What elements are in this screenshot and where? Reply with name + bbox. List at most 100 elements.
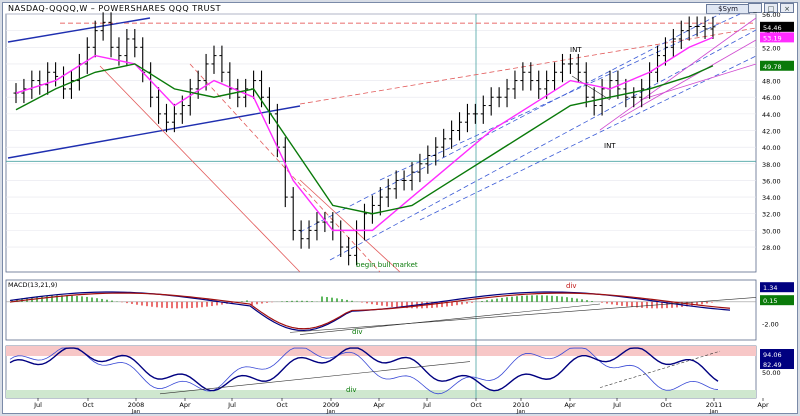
price-bar	[575, 53, 581, 83]
trendline-red-ch3	[299, 179, 401, 273]
price-bar	[552, 62, 558, 91]
x-tick-label: Oct	[276, 401, 288, 409]
macd-signal-line	[9, 292, 731, 330]
x-tick-label: Jul	[422, 401, 431, 409]
price-bar	[480, 95, 486, 124]
price-bar	[472, 103, 478, 124]
price-bar	[425, 145, 431, 174]
x-tick-sublabel: Jan	[709, 409, 719, 415]
price-value-tag-label: 53.19	[763, 34, 782, 42]
price-bar	[599, 78, 605, 116]
price-bar	[171, 103, 177, 133]
macd-trendline-2	[299, 303, 601, 335]
annotation-int-top: INT	[570, 46, 582, 54]
osc-value-tag-label: 94.06	[763, 351, 782, 359]
price-bar	[488, 87, 494, 116]
price-bar	[544, 70, 550, 99]
x-tick-label: Jul	[33, 401, 42, 409]
oscillator-slow-line	[9, 347, 719, 392]
close-button[interactable]: ×	[780, 3, 794, 13]
x-tick-label: Jul	[612, 401, 621, 409]
price-bar	[306, 220, 312, 249]
price-tick-label: 52.00	[762, 44, 781, 52]
x-tick-label: 2011	[706, 401, 723, 409]
maximize-button[interactable]: □	[764, 3, 778, 13]
price-tick-label: 42.00	[762, 128, 781, 136]
price-tick-label: 56.00	[762, 11, 781, 19]
price-bar	[401, 170, 407, 191]
annotation-int-bottom: INT	[604, 142, 616, 150]
price-bar	[559, 53, 565, 83]
price-bar	[583, 62, 589, 108]
price-bar	[211, 45, 217, 74]
macd-trendline	[289, 297, 757, 333]
x-tick-label: 2008	[128, 401, 145, 409]
price-bar	[504, 78, 510, 108]
price-tick-label: 48.00	[762, 78, 781, 86]
window-controls: _ □ ×	[748, 3, 794, 13]
price-bar	[591, 87, 597, 116]
x-tick-sublabel: Jan	[131, 409, 141, 415]
x-tick-label: Jul	[227, 401, 236, 409]
trendline-blue-ch3	[379, 13, 741, 181]
price-bar	[449, 120, 455, 149]
macd-value-tag	[760, 295, 794, 306]
price-bar	[108, 12, 114, 58]
trendline-blue2	[7, 105, 301, 159]
price-value-tag	[760, 21, 794, 32]
price-value-tag-label: 54.46	[763, 24, 782, 32]
price-bar	[512, 70, 518, 99]
moving-average-slow	[15, 63, 714, 215]
price-bar	[528, 62, 534, 91]
osc-trendline-2	[599, 350, 721, 388]
trendline-blue-ch2	[329, 29, 757, 261]
x-tick-label: Apr	[757, 401, 769, 409]
annotation-macd-div-top: div	[566, 282, 577, 290]
price-value-tag	[760, 32, 794, 43]
price-bar	[710, 16, 716, 39]
x-tick-label: 2009	[323, 401, 340, 409]
price-bar	[290, 187, 296, 241]
x-tick-label: Oct	[660, 401, 672, 409]
annotation-osc-div: div	[346, 386, 357, 394]
price-bar	[243, 78, 249, 108]
x-tick-sublabel: Jan	[326, 409, 336, 415]
trendline-red-ch1	[99, 65, 301, 273]
osc-trendline	[159, 361, 471, 395]
x-tick-label: Oct	[82, 401, 94, 409]
trendline-pink-ch3	[639, 63, 757, 101]
price-tick-label: 38.00	[762, 161, 781, 169]
price-bar	[187, 78, 193, 116]
x-tick-label: 2010	[513, 401, 530, 409]
osc-value-tag-label: 82.49	[763, 361, 782, 369]
price-bar	[84, 37, 90, 74]
price-bar	[678, 20, 684, 49]
annotation-macd-div-bottom: div	[352, 328, 363, 336]
price-bar	[441, 128, 447, 158]
price-bar	[298, 220, 304, 249]
price-value-tag-label: 49.78	[763, 63, 782, 71]
price-tick-label: 40.00	[762, 144, 781, 152]
x-tick-label: Apr	[564, 401, 576, 409]
price-tick-label: 32.00	[762, 211, 781, 219]
price-bar	[457, 112, 463, 141]
price-bar	[623, 78, 629, 108]
trendline-blue-ch1	[299, 13, 721, 233]
price-bar	[567, 53, 573, 74]
price-bar	[314, 212, 320, 241]
price-bar	[639, 78, 645, 108]
price-bar	[662, 37, 668, 66]
price-tick-label: 34.00	[762, 194, 781, 202]
price-bar	[235, 78, 241, 108]
price-bar	[203, 53, 209, 91]
price-bar	[68, 70, 74, 99]
price-tick-label: 28.00	[762, 244, 781, 252]
minimize-button[interactable]: _	[748, 3, 762, 13]
oversold-band	[6, 390, 756, 398]
price-bar	[132, 28, 138, 58]
price-bar	[694, 16, 700, 37]
osc-tick-label: 50.00	[762, 369, 781, 377]
price-bar	[702, 16, 708, 39]
trendline-blue-ch4	[419, 55, 757, 221]
